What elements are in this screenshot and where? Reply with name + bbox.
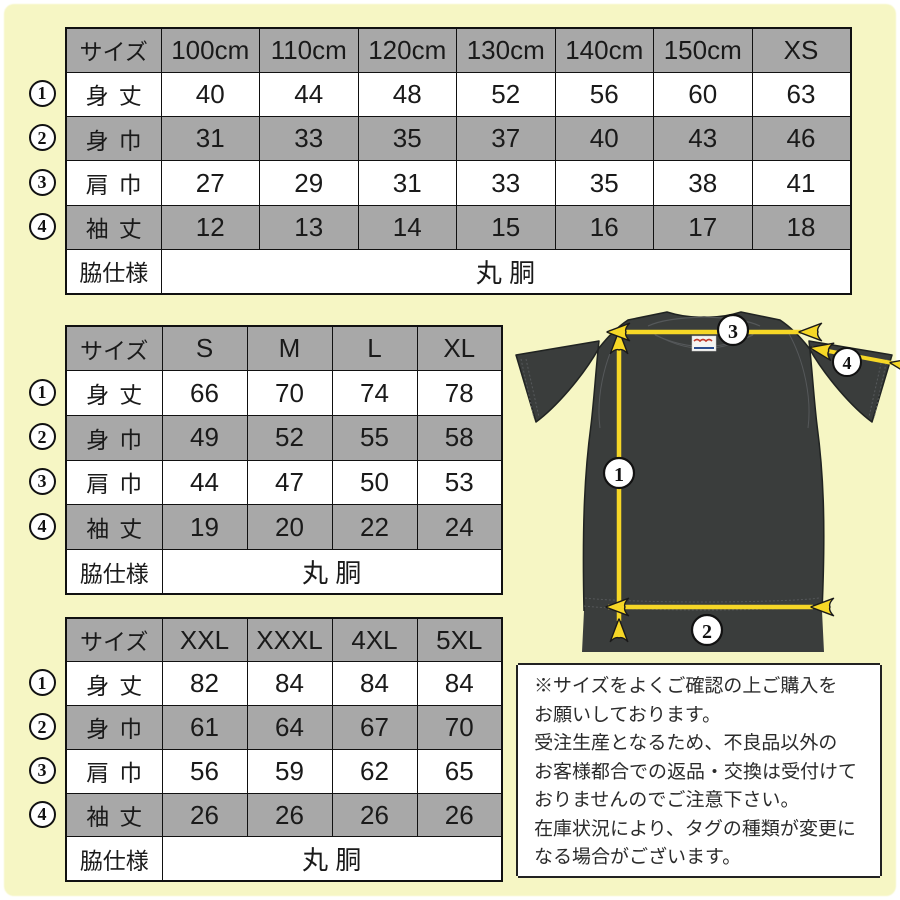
svg-text:1: 1 — [614, 464, 624, 486]
svg-text:4: 4 — [843, 353, 852, 373]
svg-text:2: 2 — [702, 621, 712, 643]
svg-text:3: 3 — [728, 321, 738, 343]
